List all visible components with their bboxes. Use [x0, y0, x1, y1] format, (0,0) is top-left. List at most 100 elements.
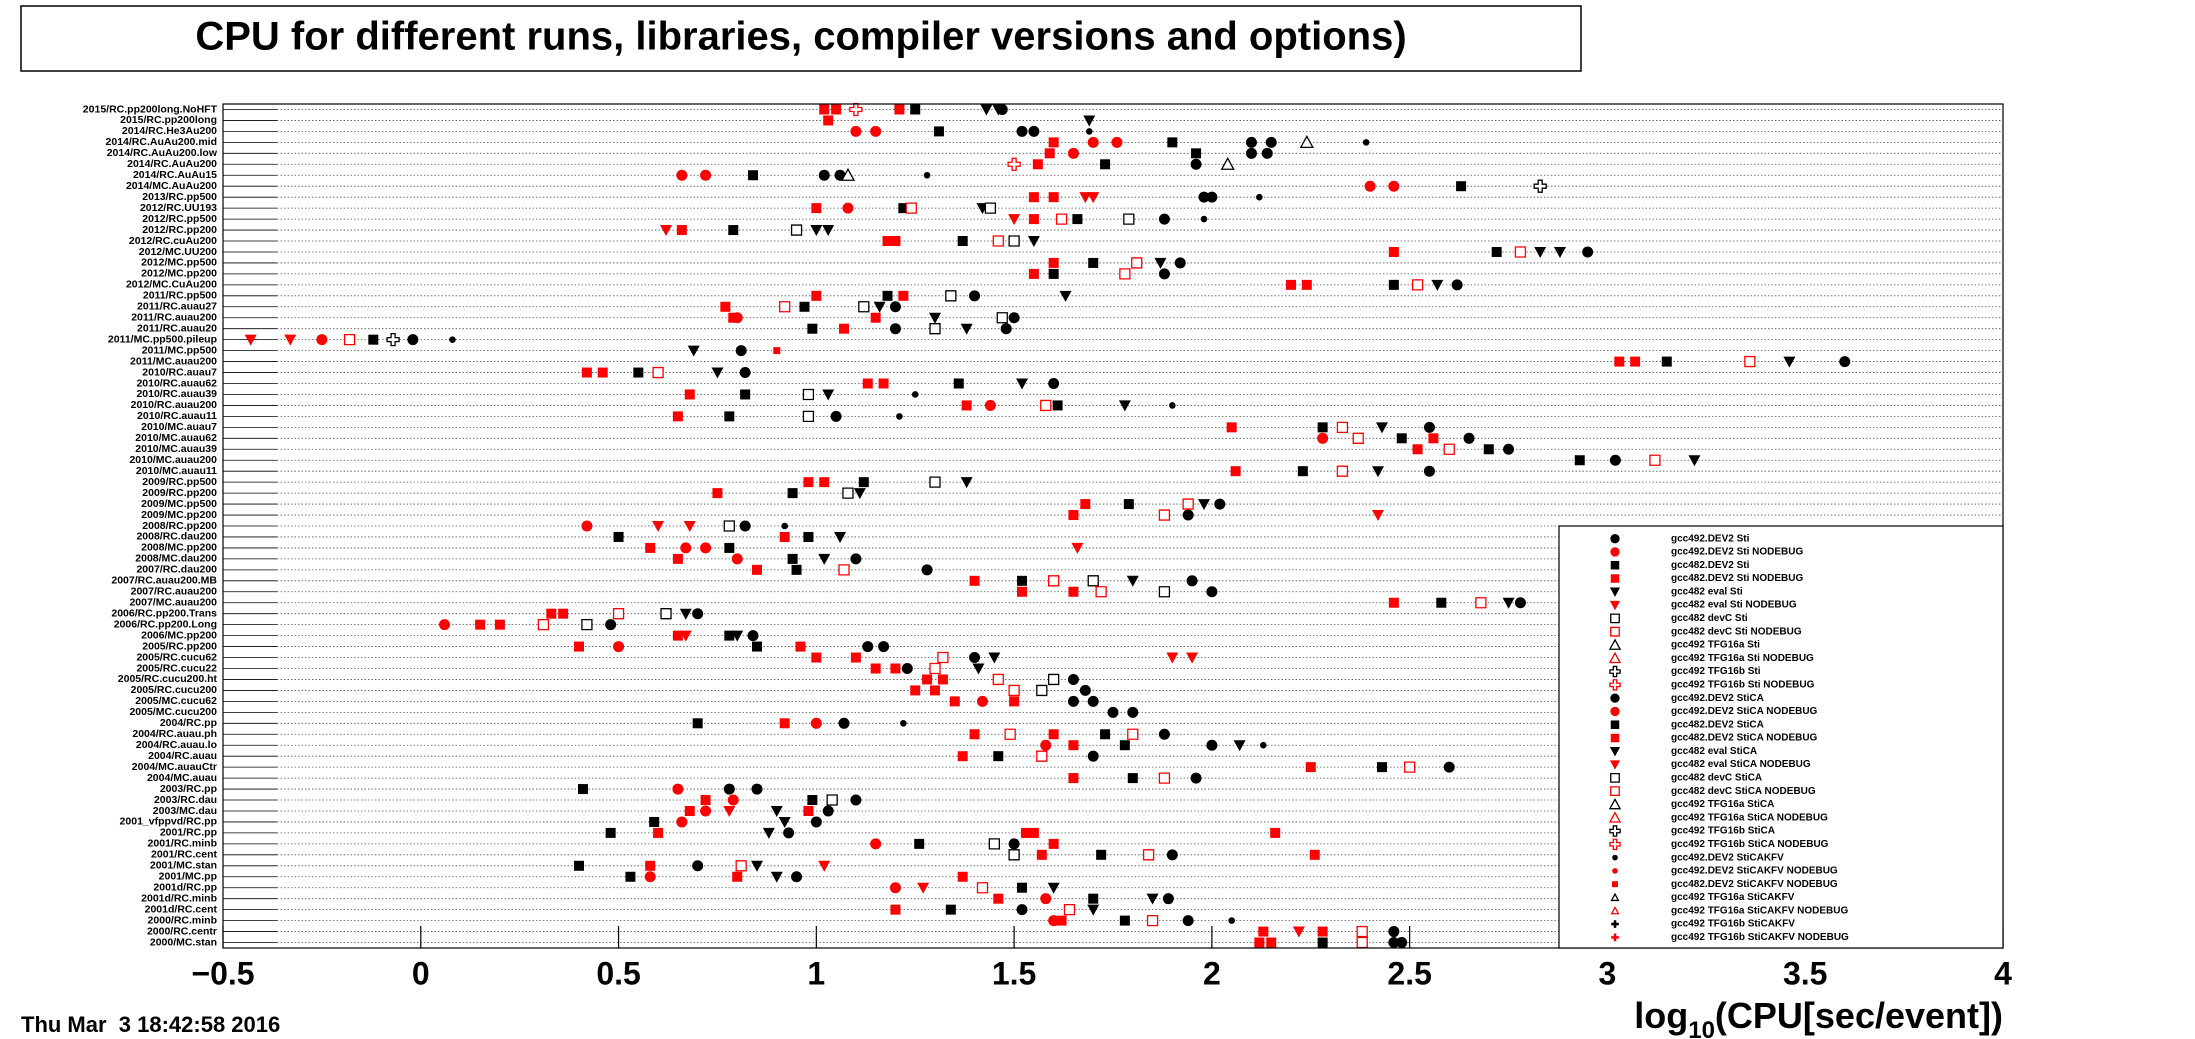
data-point — [787, 488, 798, 499]
x-axis-title-part: (CPU[sec/event]) — [1715, 995, 2003, 1036]
data-point — [1198, 191, 1210, 203]
data-point — [676, 225, 687, 236]
legend-label: gcc482.DEV2 Sti NODEBUG — [1671, 573, 1803, 584]
y-tick-label: 2014/RC.AuAu200.low — [107, 147, 218, 159]
data-point — [633, 367, 644, 378]
data-point — [724, 630, 735, 641]
data-point — [791, 871, 803, 883]
data-point — [923, 171, 931, 179]
y-tick-label: 2005/RC.cucu200.ht — [118, 673, 218, 685]
data-point — [858, 301, 870, 313]
data-point — [1443, 761, 1455, 773]
x-tick-label: 3 — [1599, 955, 1617, 991]
data-point — [739, 520, 751, 532]
data-point — [1032, 159, 1043, 170]
data-point — [842, 202, 854, 214]
data-point — [625, 871, 636, 882]
data-point — [1107, 706, 1119, 718]
data-point — [731, 553, 743, 565]
data-point — [1085, 128, 1093, 135]
data-point — [762, 827, 775, 839]
data-point — [937, 674, 948, 685]
y-tick-label: 2003/RC.dau — [154, 794, 217, 806]
legend-label: gcc492.DEV2 Sti NODEBUG — [1671, 547, 1803, 558]
data-point — [1154, 257, 1167, 269]
y-tick-label: 2004/MC.auau — [147, 772, 217, 784]
data-point — [1388, 937, 1400, 949]
data-point — [712, 488, 723, 499]
data-point — [1123, 213, 1135, 225]
data-point — [858, 477, 869, 488]
data-point — [1245, 147, 1257, 159]
y-tick-label: 2005/RC.cucu22 — [136, 662, 217, 674]
data-point — [1428, 433, 1439, 444]
data-point — [870, 312, 881, 323]
data-point — [581, 367, 592, 378]
data-point — [672, 630, 683, 641]
data-point — [1088, 257, 1099, 268]
data-point — [652, 521, 665, 532]
legend-label: gcc492 TFG16b StiCA NODEBUG — [1671, 839, 1829, 850]
data-point — [475, 619, 486, 630]
legend-marker — [1610, 626, 1620, 637]
data-point — [1317, 432, 1329, 444]
data-point — [1040, 399, 1052, 412]
data-point — [1456, 181, 1467, 192]
data-point — [807, 795, 818, 806]
data-point — [1048, 268, 1059, 279]
data-point — [1270, 827, 1281, 838]
legend-marker — [1610, 892, 1620, 902]
data-point — [1431, 279, 1444, 291]
data-point — [739, 367, 751, 379]
data-point — [1067, 673, 1079, 685]
data-point — [700, 169, 712, 181]
data-point — [1317, 422, 1328, 433]
data-point — [969, 652, 981, 664]
data-point — [834, 531, 847, 543]
data-point — [988, 652, 1001, 664]
data-point — [984, 399, 996, 411]
y-tick-label: 2001d/RC.cent — [145, 903, 218, 915]
data-point — [735, 860, 747, 872]
data-point — [839, 323, 850, 334]
data-point — [910, 685, 921, 696]
data-point — [1336, 421, 1349, 434]
data-point — [1036, 684, 1048, 697]
y-tick-label: 2012/RC.UU193 — [140, 202, 217, 214]
data-point — [930, 685, 940, 696]
y-tick-label: 2014/RC.He3Au200 — [122, 125, 217, 137]
data-point — [1040, 893, 1052, 905]
data-point — [1111, 136, 1123, 148]
y-tick-label: 2010/MC.auau39 — [135, 443, 217, 455]
data-point — [862, 641, 874, 653]
data-point — [1297, 466, 1308, 477]
data-point — [1007, 157, 1021, 171]
timestamp: Thu Mar 3 18:42:58 2016 — [21, 1012, 280, 1037]
data-point — [407, 334, 419, 346]
data-point — [882, 236, 893, 247]
data-point — [244, 334, 257, 346]
data-point — [1087, 904, 1100, 916]
data-point — [723, 783, 735, 795]
data-point — [819, 104, 830, 115]
data-point — [917, 882, 930, 894]
y-tick-label: 2004/RC.auau.ph — [132, 728, 217, 740]
data-point — [1423, 421, 1435, 433]
data-point — [1087, 575, 1099, 587]
data-point — [1206, 739, 1218, 751]
data-point — [1200, 215, 1208, 223]
y-tick-label: 2010/RC.auau39 — [136, 388, 217, 400]
y-tick-label: 2007/RC.dau200 — [136, 564, 217, 576]
data-point — [1048, 192, 1059, 203]
y-tick-label: 2010/RC.auau11 — [137, 410, 217, 422]
data-point — [1068, 510, 1079, 521]
data-point — [889, 882, 901, 894]
data-point — [822, 225, 835, 237]
data-point — [728, 312, 739, 323]
data-point — [605, 619, 617, 631]
legend-marker — [1608, 651, 1622, 664]
data-point — [1174, 257, 1186, 269]
legend-label: gcc492 TFG16a Sti — [1671, 640, 1760, 651]
y-tick-label: 2012/MC.pp500 — [141, 257, 217, 269]
y-tick-label: 2012/RC.cuAu200 — [129, 235, 217, 247]
